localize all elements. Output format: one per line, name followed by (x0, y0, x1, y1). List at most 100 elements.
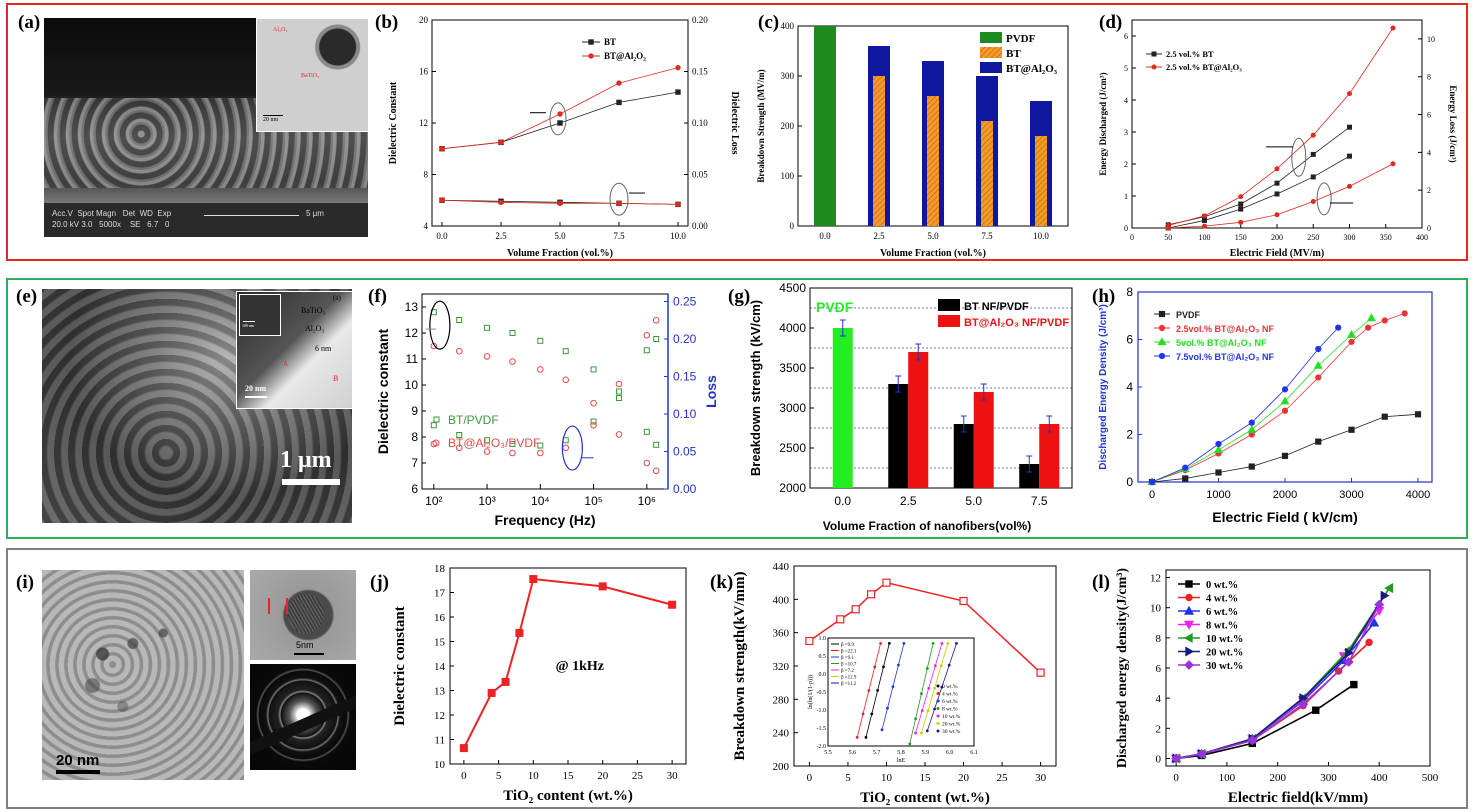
y-tick-label: 20 (419, 15, 429, 25)
legend-label: 5vol.% BT@Al₂O₃ NF (1176, 338, 1267, 348)
data-point (1310, 151, 1316, 157)
data-point (509, 330, 516, 336)
inset-point-b: B (333, 374, 339, 383)
data-point (675, 64, 681, 71)
x-tick-label: 0 (807, 772, 813, 784)
bar-bt (1035, 136, 1047, 226)
legend-label: BT@Al₂O₃ (604, 51, 646, 61)
inset-scale-label: 20 nm (263, 117, 279, 123)
x-tick-label: 400 (1416, 233, 1428, 242)
inset-tag: (a) (333, 294, 341, 302)
x-tick-label: 400 (1371, 772, 1388, 784)
x-tick-label: 2000 (1273, 489, 1297, 501)
x-tick-label: 50 (1164, 233, 1172, 242)
legend-marker (1183, 632, 1193, 644)
y-axis-title: Breakdown strength(kV/mm) (732, 571, 748, 760)
panel-label-h: (h) (1092, 286, 1116, 307)
bar-2 (1039, 424, 1060, 488)
scale-bar (56, 770, 100, 774)
y2-tick-label: 0.05 (673, 445, 697, 459)
bar-1 (888, 384, 909, 488)
inset-legend-label: β =12.9 (841, 676, 857, 681)
data-point (615, 380, 623, 388)
weibull-point (927, 686, 931, 690)
x-tick-label: 7.5 (613, 231, 625, 241)
x-tick-label: 100 (1199, 233, 1211, 242)
weibull-point (879, 642, 882, 645)
data-point (1310, 199, 1316, 205)
weibull-point (873, 665, 877, 669)
panel-label-c: (c) (758, 12, 780, 33)
data-point (1215, 440, 1222, 448)
data-point (557, 120, 563, 126)
series-line-0 (1168, 126, 1350, 226)
series-line-2 (1151, 317, 1372, 483)
x-tick-label: 200 (1269, 772, 1286, 784)
data-point (1366, 313, 1376, 322)
data-point (1281, 386, 1289, 393)
weibull-point (939, 664, 943, 668)
data-point (1414, 411, 1422, 418)
y-tick-label: 0 (1126, 475, 1133, 489)
y-tick-label: 8 (424, 170, 429, 180)
legend-swatch (938, 299, 960, 311)
weibull-point (925, 729, 929, 733)
y-tick-label: 6 (1156, 663, 1162, 675)
y-tick-label: 3500 (779, 361, 806, 375)
x-tick-label: 15 (920, 772, 932, 784)
legend-label: BT@Al₂O₃ (1006, 63, 1058, 75)
plot-frame (809, 287, 1073, 489)
weibull-point (920, 731, 923, 735)
data-point (836, 615, 845, 624)
y-tick-label: 200 (781, 121, 795, 131)
inset-legend-label: 8 wt.% (942, 707, 958, 713)
data-point (643, 331, 651, 339)
y2-tick-label: 0.25 (673, 295, 697, 309)
data-point (1214, 445, 1223, 454)
annotation-ellipse (561, 425, 583, 471)
data-point (515, 628, 524, 637)
data-point (590, 399, 597, 407)
inset-legend-label: 0 wt.% (942, 684, 958, 690)
data-point (1347, 330, 1356, 338)
y2-tick-label: 8 (1427, 73, 1431, 82)
x-tick-label: 500 (1422, 772, 1439, 784)
y2-tick-label: 0.20 (692, 15, 708, 25)
x-tick-label: 300 (1320, 772, 1337, 784)
x-tick-label: 10⁵ (584, 494, 602, 508)
bar-0 (832, 328, 853, 488)
plot-frame (421, 293, 669, 490)
inset-x-axis-title: lnE (897, 758, 906, 764)
data-point (1350, 680, 1358, 689)
y-tick-label: 5 (1124, 64, 1128, 73)
data-point (1313, 361, 1323, 369)
y-tick-label: 8 (1126, 285, 1133, 299)
weibull-point (897, 663, 900, 667)
inset-legend-label: β =22.1 (841, 650, 857, 655)
x-tick-label: 30 (1035, 772, 1047, 784)
y-tick-label: 15 (434, 637, 446, 649)
legend-label: BT NF/PVDF (964, 301, 1029, 313)
y-tick-label: 0 (790, 221, 795, 231)
data-point (439, 197, 445, 203)
data-point (562, 348, 569, 355)
data-point (509, 441, 516, 447)
inset-legend-marker (936, 714, 940, 718)
weibull-point (870, 712, 874, 716)
legend-label: 8 wt.% (1206, 621, 1238, 632)
inset-legend-label: β =7.2 (841, 669, 854, 674)
weibull-point (891, 685, 895, 688)
y-tick-label: 4 (1124, 96, 1128, 105)
data-point (498, 199, 504, 206)
data-point (1365, 324, 1372, 331)
y-tick-label: 280 (773, 694, 790, 706)
y2-axis-title: Dielectric Loss (729, 91, 740, 154)
legend-marker (1158, 352, 1166, 360)
annotation-label: @ 1kHz (556, 659, 604, 674)
data-point (1281, 407, 1289, 414)
panel-label-j: (j) (370, 572, 389, 593)
x-tick-label: 4000 (1406, 489, 1430, 501)
legend-marker (1183, 605, 1195, 615)
x-tick-label: 15 (563, 770, 575, 782)
data-point (1348, 338, 1355, 345)
